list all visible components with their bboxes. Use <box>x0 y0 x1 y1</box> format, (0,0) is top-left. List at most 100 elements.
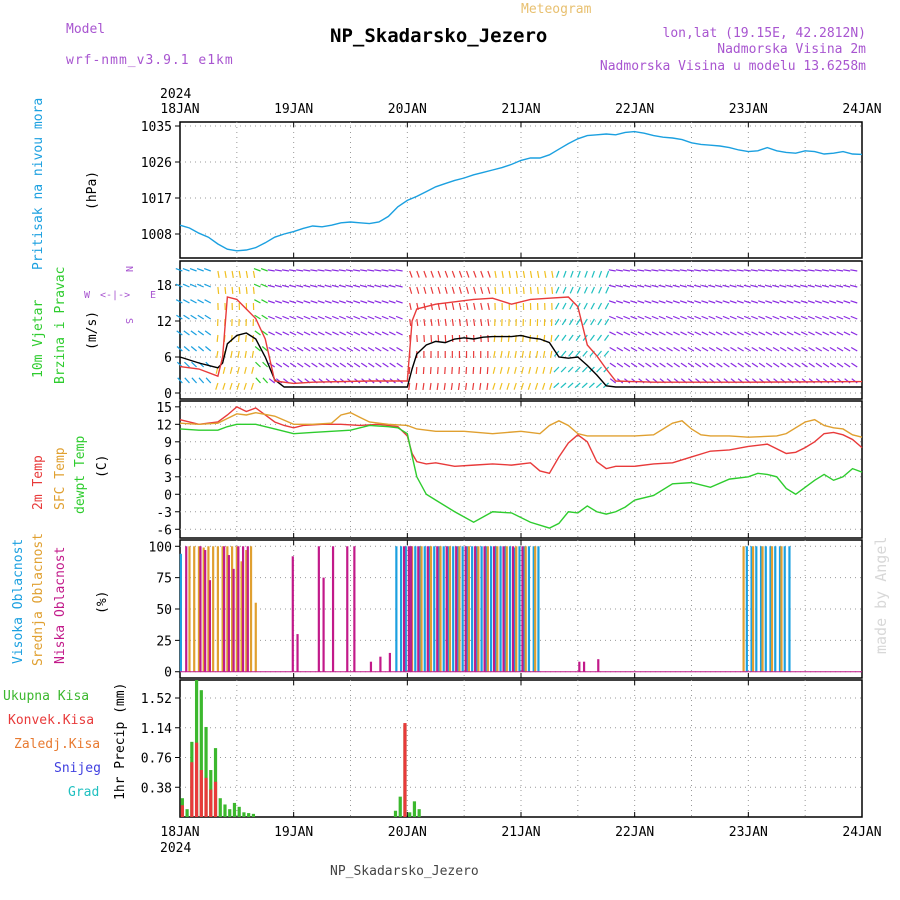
wind-arrow <box>243 382 247 390</box>
wind-arrow <box>822 331 830 336</box>
wind-arrow <box>216 334 219 343</box>
clouds-low-bar <box>232 568 235 672</box>
precip-total-bar <box>393 810 398 817</box>
wind-arrow <box>589 334 595 342</box>
clouds-mid-bar <box>486 546 489 672</box>
wind-arrow <box>729 269 737 272</box>
wind-arrow <box>630 300 638 304</box>
wind-arrow <box>464 382 468 391</box>
precip-total-bar <box>232 802 237 817</box>
wind-arrow <box>423 286 427 294</box>
compass-n: N <box>123 266 134 272</box>
wind-arrow <box>801 362 808 368</box>
wind-arrow <box>694 300 702 304</box>
wind-arrow <box>381 269 389 272</box>
wind-arrow <box>528 366 532 374</box>
wind-arrow <box>750 284 758 288</box>
precip-conv-bar <box>209 789 213 817</box>
wind-arrow <box>779 346 787 352</box>
wind-arrow <box>744 331 751 336</box>
wind-arrow <box>282 300 290 304</box>
clouds-high-bar <box>485 546 488 672</box>
wind-arrow <box>480 270 484 278</box>
wind-arrow <box>644 284 652 288</box>
wind-arrow <box>238 286 241 295</box>
clouds-high-bar <box>414 546 417 672</box>
clouds-high-bar <box>471 546 474 672</box>
wind-arrow <box>651 315 659 320</box>
clouds-low-bar <box>582 661 586 672</box>
wind-arrow <box>596 334 602 342</box>
wind-arrow <box>609 346 617 352</box>
temperature-ytick-label: -3 <box>156 506 172 521</box>
wind-ytick-label: 6 <box>164 351 172 366</box>
wind-arrow <box>757 269 766 272</box>
wind-arrow <box>729 331 737 336</box>
wind-arrow <box>310 300 318 304</box>
temperature-ytick-label: 6 <box>164 453 172 468</box>
wind-arrow <box>261 330 268 336</box>
wind-arrow <box>582 366 588 373</box>
clouds-low-bar <box>227 555 230 672</box>
wind-arrow <box>608 284 616 288</box>
wind-arrow <box>630 362 638 368</box>
clouds-high-bar <box>489 546 493 672</box>
clouds-low-bar <box>322 577 325 672</box>
clouds-high-bar <box>764 546 767 672</box>
wind-arrow <box>493 350 496 358</box>
wind-arrow <box>289 346 297 352</box>
clouds-mid-bar <box>212 546 215 672</box>
wind-arrow <box>644 346 652 352</box>
wind-arrow <box>765 300 773 304</box>
wind-arrow <box>204 314 212 320</box>
wind-arrow <box>623 346 631 352</box>
clouds-low-bar <box>388 652 391 672</box>
wind-arrow <box>389 346 396 352</box>
clouds-high-bar <box>499 546 502 672</box>
wind-arrow <box>843 331 851 336</box>
x-label-bottom: 18JAN <box>160 825 199 840</box>
wind-arrow <box>658 315 666 320</box>
wind-arrow <box>616 346 624 352</box>
wind-arrow <box>715 315 723 320</box>
wind-arrow <box>499 382 503 390</box>
wind-arrow <box>595 382 602 389</box>
clouds-high-bar <box>778 546 782 672</box>
wind-arrow <box>222 366 226 374</box>
wind-arrow <box>750 269 758 272</box>
wind-arrow <box>598 286 603 294</box>
clouds-mid-bar <box>524 546 527 672</box>
wind-arrow <box>750 300 758 304</box>
wind-arrow <box>324 300 332 304</box>
clouds-high-bar <box>537 546 540 672</box>
wind-arrow <box>252 334 255 343</box>
wind-arrow <box>542 366 546 374</box>
wind-arrow <box>388 284 396 288</box>
wind-arrow <box>652 362 659 368</box>
wind-arrow <box>367 269 375 272</box>
wind-arrow <box>844 362 851 368</box>
wind-arrow <box>262 361 269 368</box>
wind-arrow <box>296 346 304 352</box>
cloud-panel: 0 25 50 75 100 <box>149 539 863 681</box>
wind-arrow <box>217 286 220 295</box>
wind-arrow <box>608 269 616 272</box>
wind-arrow <box>708 269 716 272</box>
clouds-high-bar <box>518 546 521 672</box>
wind-arrow <box>296 269 304 272</box>
wind-arrow <box>701 346 709 352</box>
wind-arrow <box>715 284 723 288</box>
clouds-mid-bar <box>240 561 243 672</box>
wind-arrow <box>807 300 815 304</box>
clouds-mid-bar <box>221 546 224 672</box>
wind-arrow <box>568 318 574 326</box>
wind-arrow <box>709 362 716 368</box>
wind-arrow <box>651 346 659 352</box>
wind-panel: 0 6 12 18 <box>156 260 863 402</box>
wind-arrow <box>331 269 339 272</box>
wind-arrow <box>550 334 553 343</box>
wind-arrow <box>457 382 461 391</box>
clouds-ytick-label: 50 <box>156 603 172 618</box>
wind-arrow <box>743 269 751 272</box>
temperature-ytick-label: 9 <box>164 436 172 451</box>
